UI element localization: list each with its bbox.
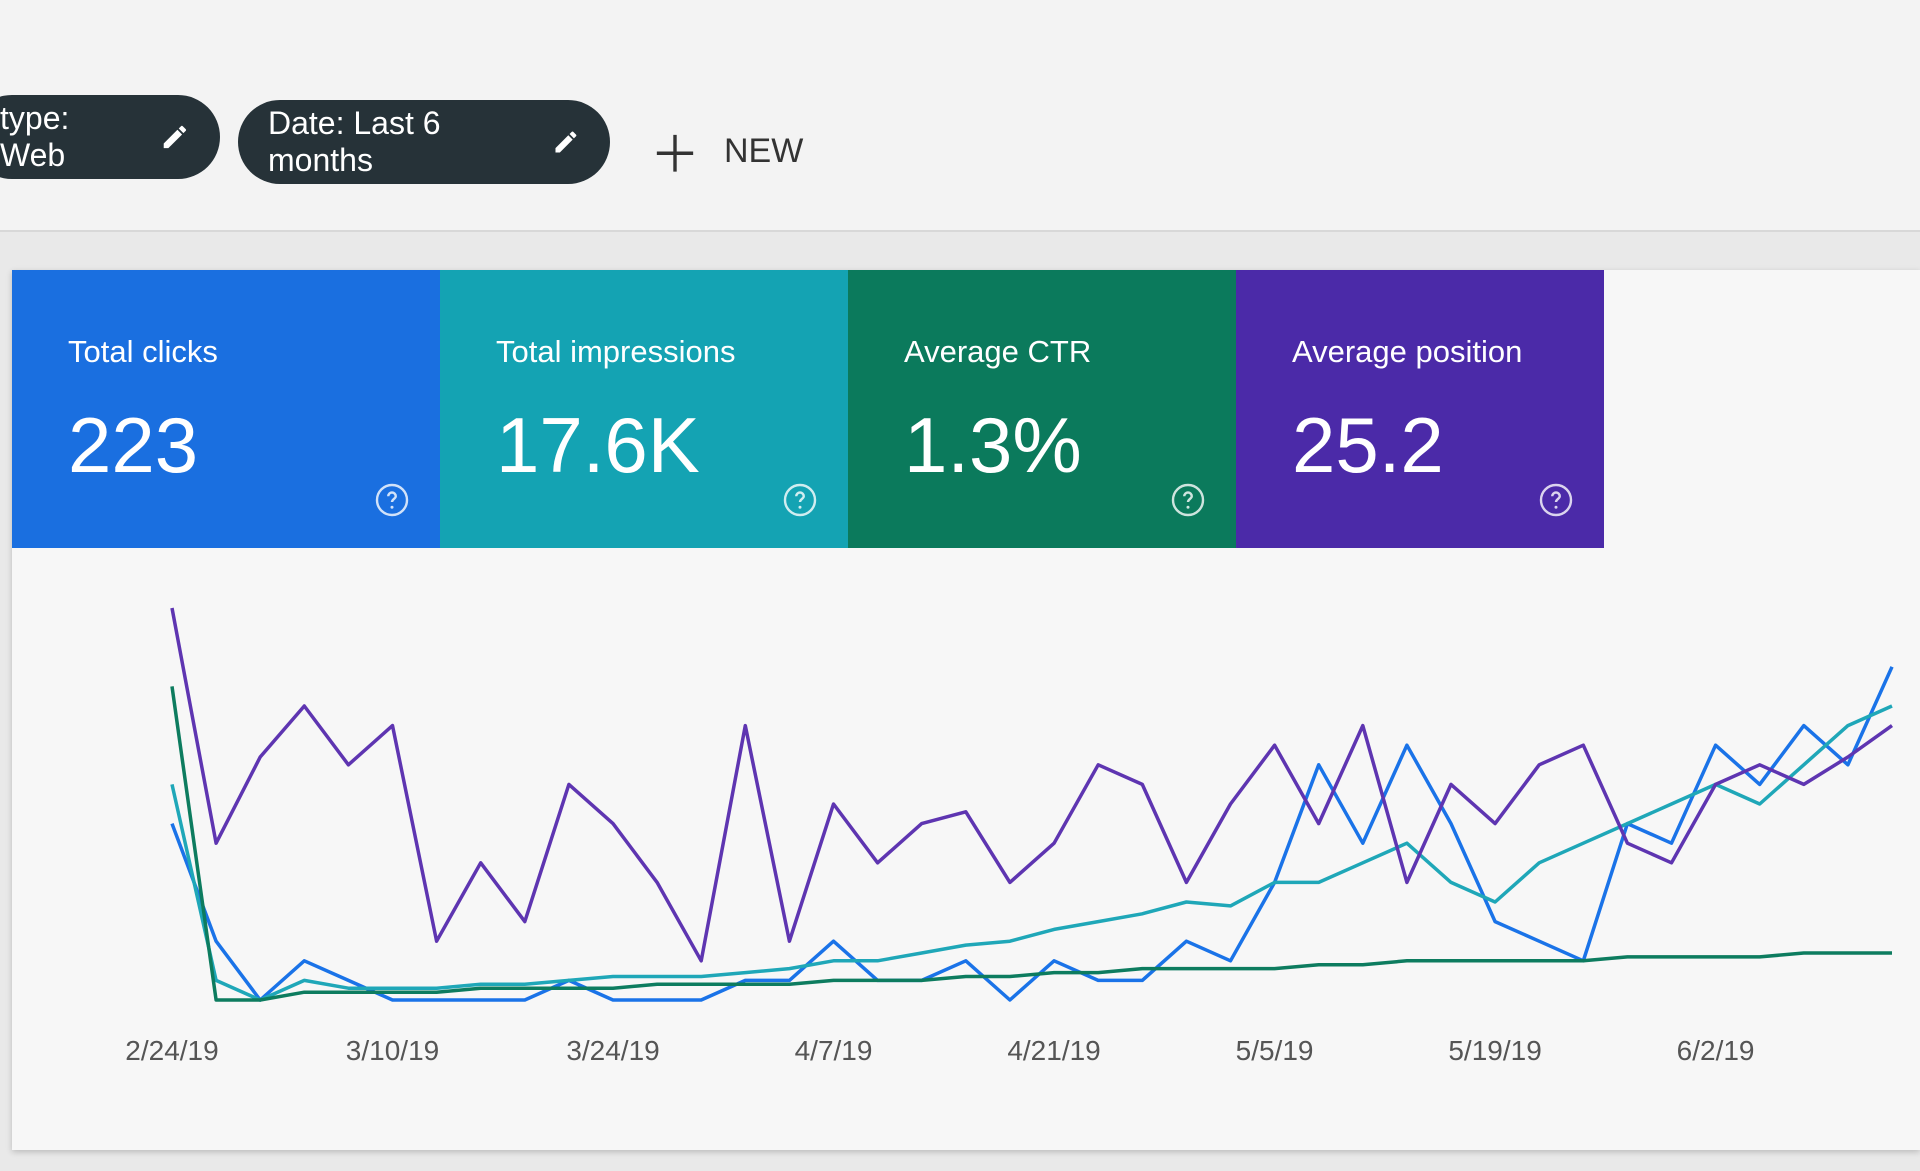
plus-icon: ＋ bbox=[650, 127, 700, 183]
metric-card[interactable]: Total impressions 17.6K bbox=[440, 270, 848, 548]
help-icon[interactable] bbox=[1170, 482, 1206, 518]
series-line bbox=[170, 666, 1894, 1002]
new-filter-button[interactable]: ＋ NEW bbox=[650, 115, 803, 187]
series-line bbox=[170, 704, 1893, 1002]
filter-label: type: Web bbox=[0, 100, 70, 173]
x-tick-label: 2/24/19 bbox=[125, 1035, 218, 1066]
series-line bbox=[170, 686, 1892, 1002]
edit-icon bbox=[163, 125, 187, 149]
x-tick-label: 5/5/19 bbox=[1236, 1035, 1314, 1066]
filter-label: Date: Last 6 months bbox=[268, 105, 441, 178]
x-tick-label: 6/2/19 bbox=[1677, 1035, 1755, 1066]
x-tick-label: 5/19/19 bbox=[1448, 1035, 1541, 1066]
x-tick-label: 4/7/19 bbox=[795, 1035, 873, 1066]
metric-value: 25.2 bbox=[1292, 401, 1444, 489]
x-tick-label: 3/24/19 bbox=[566, 1035, 659, 1066]
x-tick-label: 3/10/19 bbox=[346, 1035, 439, 1066]
metric-value: 17.6K bbox=[496, 401, 700, 489]
filter-bar: type: Web Date: Last 6 months ＋ NEW bbox=[0, 0, 1920, 232]
help-icon[interactable] bbox=[782, 482, 818, 518]
metric-label: Average CTR bbox=[904, 334, 1092, 369]
performance-chart: 2/24/19 3/10/19 3/24/19 4/7/19 4/21/19 5/5/19… bbox=[125, 607, 1894, 1066]
metric-card[interactable]: Average CTR 1.3% bbox=[848, 270, 1236, 548]
metric-label: Total impressions bbox=[496, 334, 736, 369]
metric-value: 223 bbox=[68, 401, 199, 489]
performance-panel: Total clicks 223 Total impressions 17.6K Ave… bbox=[12, 270, 1920, 1150]
metric-card[interactable]: Average position 25.2 bbox=[1236, 270, 1604, 548]
series-line bbox=[170, 607, 1894, 963]
filter-chip[interactable]: Date: Last 6 months bbox=[238, 100, 610, 184]
filter-chip[interactable]: type: Web bbox=[0, 95, 220, 179]
help-icon[interactable] bbox=[374, 482, 410, 518]
metric-value: 1.3% bbox=[904, 401, 1082, 489]
x-tick-label: 4/21/19 bbox=[1007, 1035, 1100, 1066]
help-icon[interactable] bbox=[1538, 482, 1574, 518]
button-label: NEW bbox=[724, 131, 804, 170]
metric-label: Total clicks bbox=[68, 334, 218, 369]
edit-icon bbox=[555, 131, 577, 153]
metric-label: Average position bbox=[1292, 334, 1523, 369]
metric-card[interactable]: Total clicks 223 bbox=[12, 270, 440, 548]
